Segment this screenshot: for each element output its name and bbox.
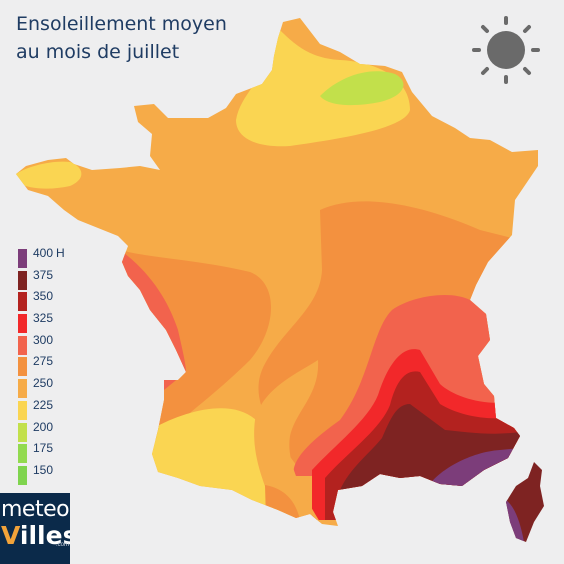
legend-value: 350 xyxy=(33,289,54,304)
legend-swatch xyxy=(18,335,27,355)
legend-swatch xyxy=(18,465,27,485)
meteovilles-logo: meteo Villes .com xyxy=(0,493,70,564)
legend-swatch xyxy=(18,249,27,268)
legend-swatch xyxy=(18,400,27,420)
legend-value: 375 xyxy=(33,267,54,282)
legend-swatch xyxy=(18,379,27,399)
legend-label: 225 xyxy=(33,398,53,412)
legend-unit: H xyxy=(56,246,65,260)
logo-line-3: .com xyxy=(56,542,70,548)
legend-label: 250 xyxy=(33,376,53,390)
title-line-2: au mois de juillet xyxy=(16,41,180,63)
legend-swatch xyxy=(18,444,27,464)
legend-value: 275 xyxy=(33,354,54,369)
logo-line-2: Villes xyxy=(1,521,70,550)
legend-value: 400 xyxy=(33,246,54,260)
legend-value: 175 xyxy=(33,441,54,456)
logo-letter-v: V xyxy=(1,521,20,550)
legend-label: 175 xyxy=(33,441,53,455)
legend-label: 325 xyxy=(33,311,53,325)
legend-value: 300 xyxy=(33,332,54,347)
logo-line-1: meteo xyxy=(1,497,70,522)
legend-swatch xyxy=(18,357,27,377)
legend-label: 350 xyxy=(33,289,53,303)
sun-icon xyxy=(472,16,540,84)
logo-word-illes: illes xyxy=(19,521,70,550)
legend-label: 400 H xyxy=(33,246,65,260)
legend-value: 250 xyxy=(33,376,54,391)
legend-label: 275 xyxy=(33,354,53,368)
legend-label: 150 xyxy=(33,463,53,477)
legend-value: 225 xyxy=(33,397,54,412)
legend-swatch xyxy=(18,292,27,312)
title-line-1: Ensoleillement moyen xyxy=(16,13,227,35)
legend-value: 325 xyxy=(33,311,54,326)
legend-swatch xyxy=(18,422,27,442)
legend-label: 375 xyxy=(33,268,53,282)
legend-value: 200 xyxy=(33,419,54,434)
legend-label: 200 xyxy=(33,420,53,434)
map-title: Ensoleillement moyen au mois de juillet xyxy=(16,10,276,66)
legend-value: 150 xyxy=(33,462,54,477)
legend-swatch xyxy=(18,314,27,334)
legend-label: 300 xyxy=(33,333,53,347)
legend-swatch xyxy=(18,270,27,290)
